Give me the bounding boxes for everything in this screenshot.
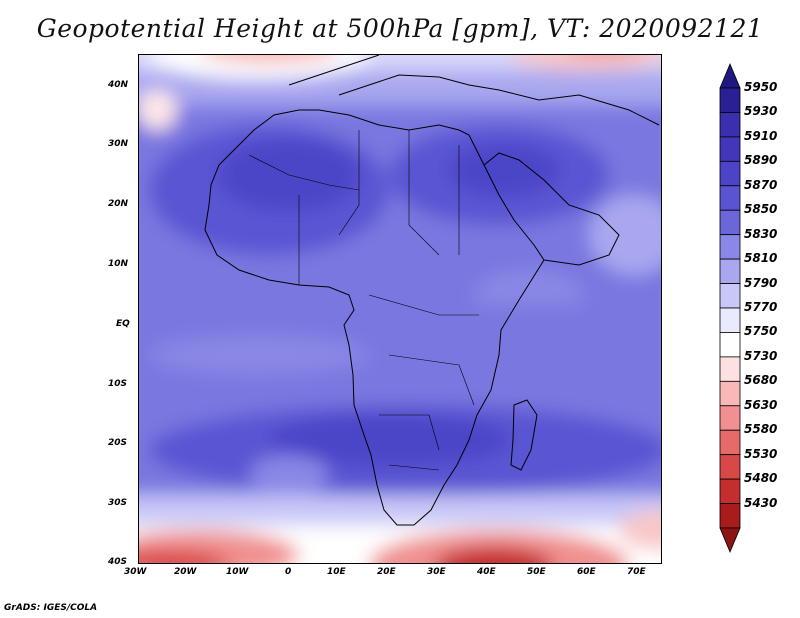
- colorbar-label: 5730: [744, 348, 778, 363]
- country-borders: [248, 130, 479, 471]
- colorbar-swatch: [719, 478, 741, 504]
- colorbar-label: 5630: [744, 397, 778, 412]
- colorbar-swatch: [719, 258, 741, 284]
- colorbar-label: 5790: [744, 275, 778, 290]
- coastlines: [204, 55, 660, 526]
- colorbar-label: 5750: [744, 324, 778, 339]
- colorbar-swatch: [719, 503, 741, 529]
- geopotential-field: [139, 55, 661, 563]
- colorbar-label: 5480: [744, 471, 778, 486]
- height-field-shading: [139, 55, 661, 563]
- lon-label: 40E: [477, 567, 496, 577]
- colorbar-label: 5950: [744, 80, 778, 94]
- colorbar-label: 5830: [744, 226, 778, 241]
- lon-label: 20W: [174, 567, 197, 577]
- colorbar-swatch: [719, 185, 741, 211]
- colorbar-swatch: [719, 307, 741, 333]
- colorbar-label: 5430: [744, 495, 778, 510]
- lon-label: 30E: [427, 567, 446, 577]
- lat-label: 10S: [108, 379, 128, 389]
- colorbar-label: 5890: [744, 153, 778, 168]
- colorbar-swatch: [719, 332, 741, 358]
- lon-label: 50E: [527, 567, 546, 577]
- lat-label: 30S: [108, 498, 128, 508]
- lon-label: 20E: [377, 567, 396, 577]
- lon-label: 0: [285, 567, 292, 577]
- colorbar-label: 5850: [744, 202, 778, 217]
- colorbar-swatch: [719, 136, 741, 162]
- lon-label: 10W: [226, 567, 249, 577]
- lat-label: 30N: [108, 139, 129, 149]
- colorbar-swatch: [719, 405, 741, 431]
- lat-label: 40N: [108, 80, 129, 90]
- colorbar-swatch: [719, 283, 741, 309]
- lat-label: 10N: [108, 259, 129, 269]
- lat-label: 20N: [108, 199, 129, 209]
- lat-label: EQ: [116, 319, 130, 329]
- colorbar-label: 5580: [744, 422, 778, 437]
- colorbar-label: 5910: [744, 128, 778, 143]
- colorbar-swatch: [719, 209, 741, 236]
- colorbar-top-arrow: [719, 62, 741, 89]
- map-title: Geopotential Height at 500hPa [gpm], VT:…: [36, 14, 764, 43]
- lon-label: 30W: [124, 567, 147, 577]
- colorbar-swatch: [719, 356, 741, 382]
- lat-label: 20S: [108, 438, 128, 448]
- colorbar-swatch: [719, 87, 741, 113]
- colorbar-label: 5530: [744, 446, 778, 461]
- lon-label: 10E: [327, 567, 346, 577]
- map-panel: [138, 54, 662, 564]
- colorbar-label: 5810: [744, 251, 778, 266]
- colorbar-label: 5870: [744, 177, 778, 192]
- lon-label: 60E: [577, 567, 596, 577]
- lon-label: 70E: [627, 567, 646, 577]
- colorbar-bottom-arrow: [719, 527, 741, 554]
- colorbar-swatch: [719, 380, 741, 407]
- colorbar-swatch: [719, 112, 741, 138]
- colorbar-swatch: [719, 429, 741, 456]
- credit-text: GrADS: IGES/COLA: [4, 603, 98, 613]
- colorbar-swatch: [719, 454, 741, 480]
- colorbar-label: 5680: [744, 373, 778, 388]
- colorbar-label: 5770: [744, 300, 778, 314]
- colorbar-swatch: [719, 160, 741, 187]
- colorbar: [719, 62, 741, 554]
- colorbar-label: 5930: [744, 104, 778, 119]
- colorbar-swatch: [719, 234, 741, 260]
- lat-label: 40S: [108, 557, 128, 567]
